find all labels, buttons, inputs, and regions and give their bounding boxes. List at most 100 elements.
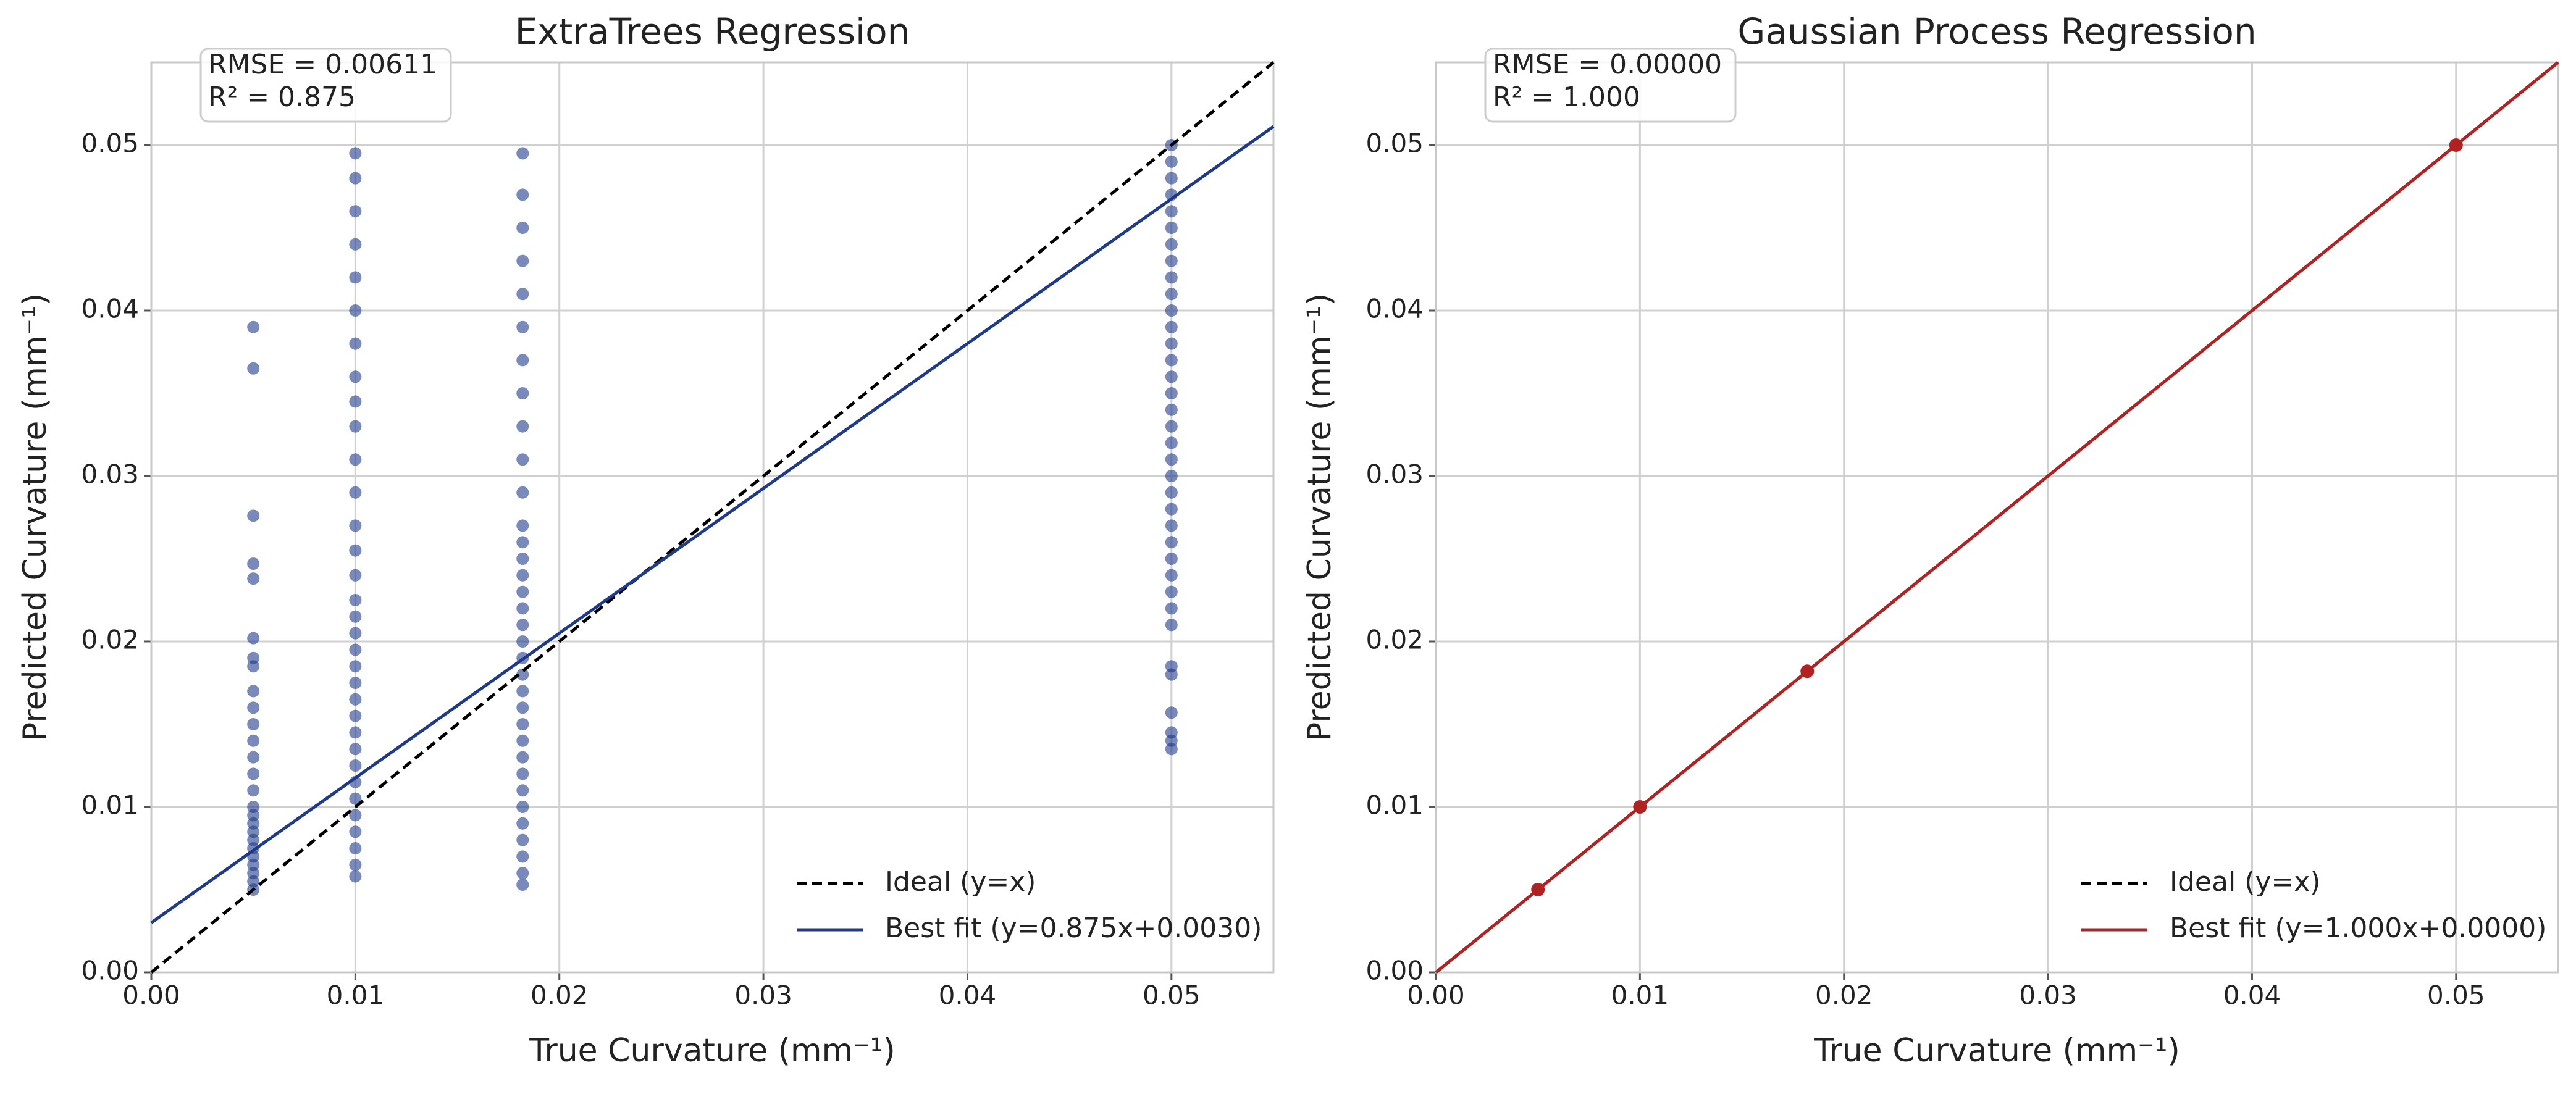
y-tick-label: 0.00 (1366, 956, 1424, 986)
scatter-point (516, 569, 529, 582)
scatter-point (1165, 486, 1178, 499)
scatter-point (349, 792, 362, 805)
scatter-point (349, 238, 362, 251)
scatter-point (516, 602, 529, 615)
scatter-point (1165, 602, 1178, 615)
scatter-point (516, 222, 529, 234)
scatter-point (516, 685, 529, 698)
y-tick-label: 0.01 (81, 790, 139, 820)
scatter-point (349, 205, 362, 218)
scatter-point (1165, 254, 1178, 267)
scatter-point (349, 759, 362, 772)
scatter-point (1165, 660, 1178, 673)
x-tick-label: 0.02 (1815, 980, 1873, 1011)
scatter-point (516, 486, 529, 499)
scatter-point (1165, 403, 1178, 416)
y-tick-label: 0.02 (81, 625, 139, 655)
x-tick-label: 0.00 (1407, 980, 1465, 1011)
scatter-point (247, 509, 260, 522)
scatter-point (516, 867, 529, 880)
scatter-point (516, 668, 529, 681)
scatter-point (516, 878, 529, 891)
scatter-point (247, 320, 260, 333)
scatter-point (349, 395, 362, 408)
scatter-point (516, 387, 529, 399)
y-tick-label: 0.02 (1366, 625, 1424, 655)
scatter-point (349, 825, 362, 838)
scatter-point (1165, 585, 1178, 598)
scatter-point (247, 751, 260, 764)
scatter-point (349, 842, 362, 854)
scatter-point (349, 569, 362, 582)
scatter-point (349, 271, 362, 284)
scatter-point (1165, 337, 1178, 350)
scatter-point (516, 718, 529, 730)
annotation-text: R² = 0.875 (208, 81, 356, 113)
scatter-point (1165, 569, 1178, 582)
scatter-point (1165, 304, 1178, 317)
scatter-point (1165, 519, 1178, 532)
scatter-point (1165, 553, 1178, 565)
scatter-point (516, 553, 529, 565)
fit-line (150, 125, 1275, 924)
scatter-point (349, 172, 362, 185)
annotation-box (1484, 48, 1737, 123)
x-tick-label: 0.03 (734, 980, 792, 1011)
x-tick-label: 0.05 (1143, 980, 1201, 1011)
scatter-point (516, 354, 529, 367)
scatter-point (1165, 726, 1178, 739)
x-tick-label: 0.01 (1611, 980, 1669, 1011)
scatter-point (349, 709, 362, 722)
scatter-point (1165, 503, 1178, 516)
scatter-point (349, 337, 362, 350)
y-axis-label: Predicted Curvature (mm⁻¹) (1301, 293, 1338, 741)
scatter-point (349, 420, 362, 433)
annotation-text: RMSE = 0.00000 (1493, 49, 1722, 80)
scatter-point (1165, 155, 1178, 168)
scatter-point (349, 660, 362, 673)
scatter-point (516, 619, 529, 632)
y-tick-label: 0.04 (1366, 294, 1424, 324)
scatter-point (1165, 205, 1178, 218)
plot-frame (150, 61, 1275, 974)
y-tick-label: 0.05 (81, 128, 139, 159)
x-tick-label: 0.02 (531, 980, 589, 1011)
scatter-point (247, 362, 260, 375)
chart-title: ExtraTrees Regression (515, 10, 910, 52)
scatter-point (1165, 453, 1178, 466)
fit-line (150, 61, 1275, 974)
scatter-point (516, 519, 529, 532)
plot-frame (1435, 61, 2559, 974)
scatter-point (349, 743, 362, 756)
scatter-point (516, 635, 529, 648)
annotation-text: RMSE = 0.00611 (208, 49, 437, 80)
scatter-point (1165, 619, 1178, 632)
scatter-point (349, 544, 362, 557)
y-tick-label: 0.03 (81, 459, 139, 490)
scatter-point (1165, 288, 1178, 301)
scatter-point (349, 519, 362, 532)
x-axis-label: True Curvature (mm⁻¹) (529, 1032, 896, 1069)
scatter-point (516, 188, 529, 201)
scatter-point (1165, 222, 1178, 234)
scatter-point (349, 594, 362, 606)
scatter-point (516, 817, 529, 830)
annotation-box (199, 48, 452, 123)
x-tick-label: 0.00 (122, 980, 180, 1011)
scatter-point (1165, 172, 1178, 185)
scatter-point (516, 420, 529, 433)
scatter-point (516, 585, 529, 598)
scatter-point (1165, 354, 1178, 367)
scatter-point (1165, 320, 1178, 333)
x-tick-label: 0.01 (327, 980, 385, 1011)
scatter-point (349, 643, 362, 656)
scatter-point (1165, 536, 1178, 549)
scatter-point (516, 288, 529, 301)
scatter-point (516, 147, 529, 160)
scatter-point (516, 767, 529, 780)
x-tick-label: 0.03 (2019, 980, 2077, 1011)
scatter-point (349, 610, 362, 623)
scatter-point (516, 701, 529, 714)
scatter-point (349, 627, 362, 640)
